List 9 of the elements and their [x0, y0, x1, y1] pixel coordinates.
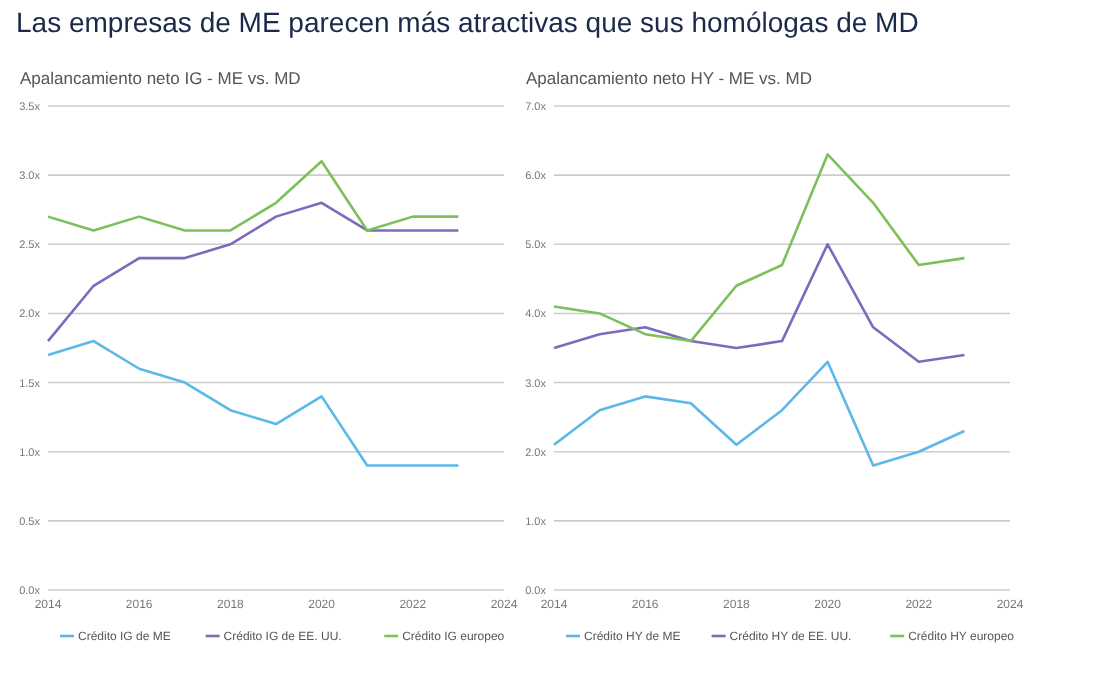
line-series [552, 153, 966, 343]
chart-subtitle: Apalancamiento neto HY - ME vs. MD [526, 68, 812, 88]
chart-title: Las empresas de ME parecen más atractivas que sus homólogas de MD [16, 6, 919, 38]
line-series [46, 339, 460, 467]
line-series [552, 360, 966, 467]
line-series [46, 160, 460, 232]
line-series [552, 242, 966, 364]
chart-subtitle: Apalancamiento neto IG - ME vs. MD [20, 68, 301, 88]
line-series [46, 201, 460, 343]
